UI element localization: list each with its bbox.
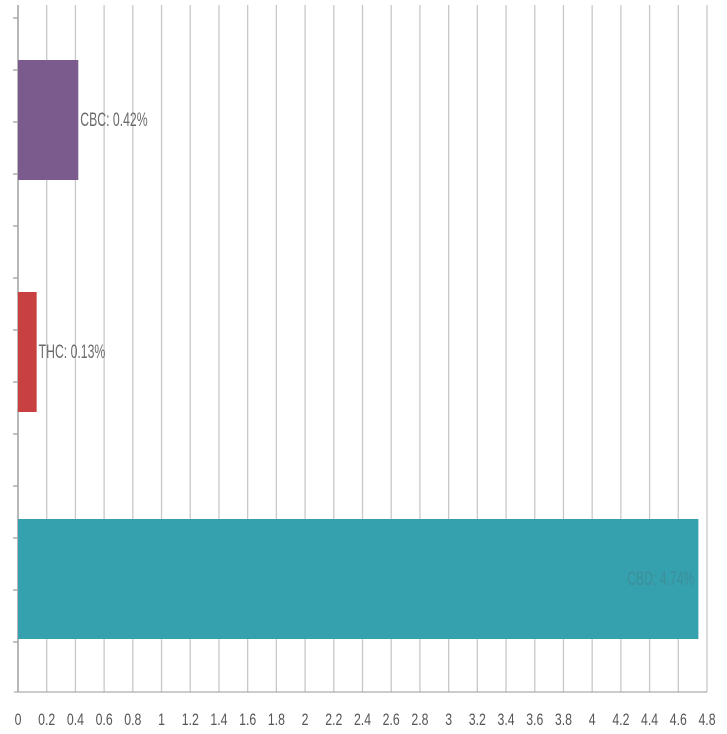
x-tick-label: 3.6 <box>526 711 543 729</box>
x-tick-label: 3.8 <box>555 711 572 729</box>
y-axis <box>13 5 19 692</box>
x-tick-label: 4.6 <box>670 711 687 729</box>
x-tick-label: 1.6 <box>239 711 256 729</box>
data-label-thc: THC: 0.13% <box>39 341 106 363</box>
x-tick-label: 4.4 <box>641 711 658 729</box>
data-label-cbd: CBD: 4.74% <box>627 568 694 590</box>
x-tick-label: 2 <box>302 711 309 729</box>
x-tick-label: 2.6 <box>383 711 400 729</box>
x-tick-label: 0.6 <box>96 711 113 729</box>
bar-cbd <box>18 519 699 639</box>
bars: CBC: 0.42% THC: 0.13% CBD: 4.74% <box>18 60 699 639</box>
data-label-cbc: CBC: 0.42% <box>80 109 147 131</box>
x-tick-label: 0.8 <box>124 711 141 729</box>
x-tick-label: 1.2 <box>182 711 199 729</box>
x-tick-label: 3 <box>445 711 452 729</box>
x-tick-label: 2.8 <box>411 711 428 729</box>
x-tick-label: 1.8 <box>268 711 285 729</box>
x-tick-label: 0.4 <box>67 711 84 729</box>
x-tick-label: 4 <box>589 711 596 729</box>
x-tick-label: 0.2 <box>38 711 55 729</box>
x-tick-label: 2.4 <box>354 711 371 729</box>
x-tick-label: 1.4 <box>210 711 227 729</box>
x-tick-label: 1 <box>158 711 165 729</box>
x-tick-label: 3.4 <box>497 711 514 729</box>
x-tick-label: 4.8 <box>698 711 715 729</box>
x-tick-label: 2.2 <box>325 711 342 729</box>
x-tick-label: 0 <box>15 711 22 729</box>
x-tick-label: 4.2 <box>612 711 629 729</box>
x-axis: 0 0.2 0.4 0.6 0.8 1 1.2 1.4 1.6 1.8 2 2.2 2.4 2.6 2.8 3… <box>14 691 716 730</box>
x-tick-label: 3.2 <box>469 711 486 729</box>
bar-cbc <box>18 60 79 180</box>
bar-thc <box>18 292 37 412</box>
